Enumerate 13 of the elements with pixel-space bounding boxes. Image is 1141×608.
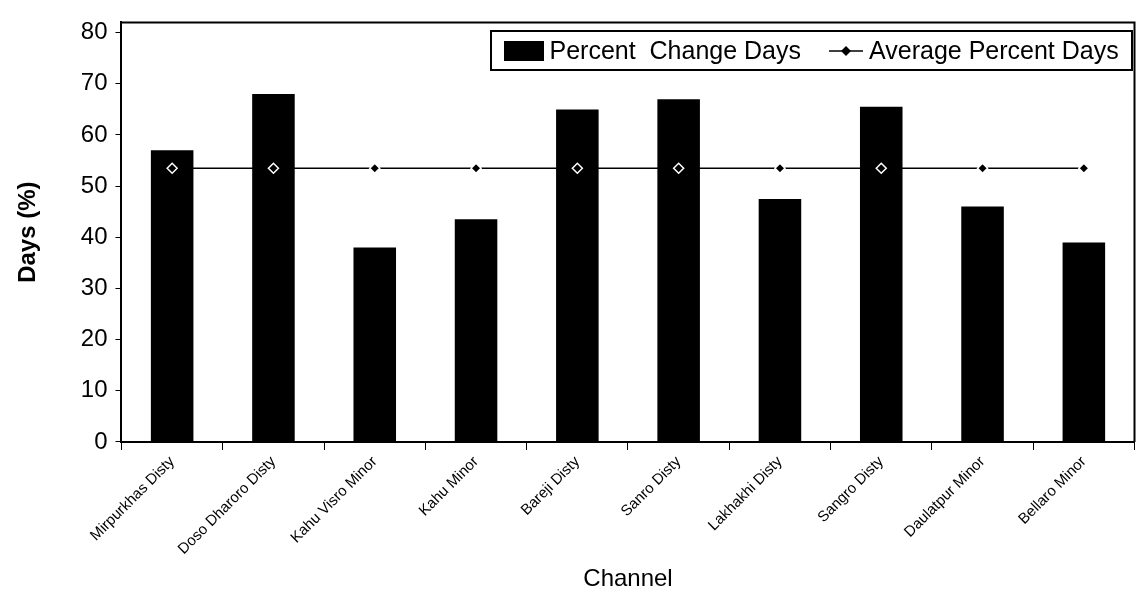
y-tick-label: 40 <box>80 221 108 249</box>
y-tick-label: 70 <box>80 68 108 96</box>
y-tick-label: 30 <box>80 273 108 301</box>
y-tick-label: 50 <box>80 170 108 198</box>
y-axis-title: Days (%) <box>13 181 41 283</box>
legend-label: Percent Change Days <box>549 36 802 66</box>
y-tick-label: 60 <box>80 119 108 147</box>
x-axis-title: Channel <box>583 564 673 592</box>
y-tick-label: 10 <box>80 375 108 403</box>
legend-label: Average Percent Days <box>869 36 1119 66</box>
y-tick-label: 0 <box>94 426 108 454</box>
y-tick-label: 80 <box>80 17 108 45</box>
y-tick-label: 20 <box>80 324 108 352</box>
